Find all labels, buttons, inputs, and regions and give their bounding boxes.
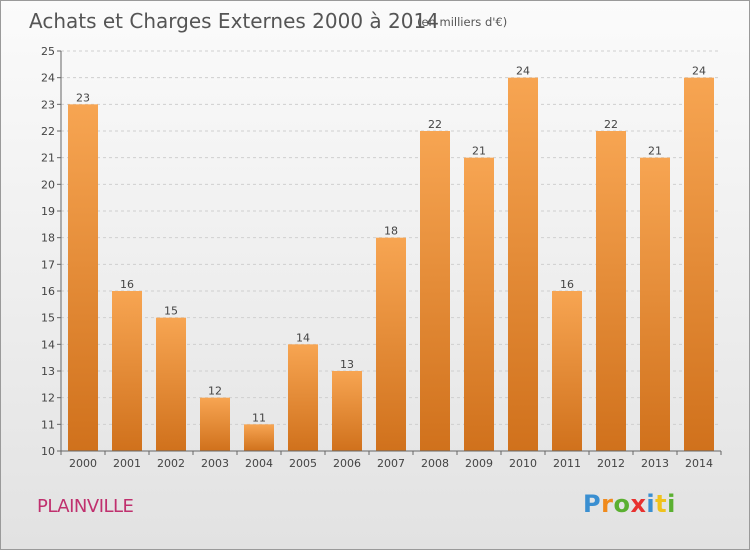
x-axis: 2000 2001 2002 2003 2004 2005 2006 2007 2008 2009… — [60, 450, 722, 470]
y-tick-label: 25 — [41, 45, 55, 58]
data-label: 18 — [384, 225, 398, 238]
data-label: 21 — [472, 145, 486, 158]
logo-letter: o — [613, 490, 631, 518]
data-label: 22 — [604, 118, 618, 131]
bar-2010 — [508, 77, 538, 452]
logo-letter: r — [601, 490, 614, 518]
bar-2012 — [596, 131, 626, 451]
bar-2009 — [464, 157, 494, 451]
y-tick-label: 21 — [41, 152, 55, 165]
y-tick-label: 15 — [41, 312, 55, 325]
bar-2006 — [332, 371, 362, 451]
logo-letter: i — [646, 490, 656, 518]
y-tick-label: 23 — [41, 98, 55, 111]
logo-letter: i — [667, 490, 676, 518]
data-label: 11 — [252, 411, 266, 424]
chart-title: Achats et Charges Externes 2000 à 2014 — [29, 9, 439, 33]
bar-2002 — [156, 317, 186, 451]
bar-2004 — [244, 424, 274, 451]
bar-2005 — [288, 344, 318, 451]
bar-2014 — [684, 77, 714, 452]
y-tick-label: 14 — [41, 338, 55, 351]
data-label: 24 — [692, 65, 706, 78]
x-tick-label: 2007 — [377, 457, 405, 470]
x-tick-label: 2011 — [553, 457, 581, 470]
data-label: 16 — [560, 278, 574, 291]
logo-letter: t — [655, 490, 668, 518]
y-tick-label: 20 — [41, 178, 55, 191]
y-axis: 10 11 12 13 14 15 16 17 18 19 20 21 22 23 24 25 — [41, 45, 62, 458]
data-label: 14 — [296, 331, 310, 344]
data-label: 13 — [340, 358, 354, 371]
bar-2003 — [200, 397, 230, 451]
y-tick-label: 12 — [41, 392, 55, 405]
x-tick-label: 2014 — [685, 457, 713, 470]
data-label: 23 — [76, 91, 90, 104]
y-tick-label: 24 — [41, 72, 55, 85]
x-tick-label: 2006 — [333, 457, 361, 470]
logo-letter: P — [583, 490, 602, 518]
data-label: 22 — [428, 118, 442, 131]
x-tick-label: 2003 — [201, 457, 229, 470]
y-tick-label: 11 — [41, 418, 55, 431]
y-tick-label: 16 — [41, 285, 55, 298]
data-label: 24 — [516, 65, 530, 78]
bars: 23 16 15 12 11 14 13 18 22 21 24 16 22 21 24 — [68, 65, 714, 452]
y-tick-label: 19 — [41, 205, 55, 218]
data-label: 12 — [208, 385, 222, 398]
bar-2007 — [376, 237, 406, 451]
bar-2013 — [640, 157, 670, 451]
bar-2000 — [68, 104, 98, 451]
y-tick-label: 10 — [41, 445, 55, 458]
x-tick-label: 2008 — [421, 457, 449, 470]
x-tick-label: 2012 — [597, 457, 625, 470]
y-tick-label: 22 — [41, 125, 55, 138]
bar-2008 — [420, 131, 450, 451]
bar-2001 — [112, 291, 142, 451]
x-tick-label: 2002 — [157, 457, 185, 470]
x-tick-label: 2000 — [69, 457, 97, 470]
y-tick-label: 17 — [41, 258, 55, 271]
logo-letter: x — [630, 490, 647, 518]
y-tick-label: 18 — [41, 232, 55, 245]
x-tick-label: 2010 — [509, 457, 537, 470]
location-label: PLAINVILLE — [37, 496, 134, 517]
proxiti-logo: Proxiti — [583, 490, 676, 518]
x-tick-label: 2001 — [113, 457, 141, 470]
y-tick-label: 13 — [41, 365, 55, 378]
bar-2011 — [552, 291, 582, 451]
x-tick-label: 2009 — [465, 457, 493, 470]
data-label: 15 — [164, 305, 178, 318]
x-tick-label: 2005 — [289, 457, 317, 470]
chart-subtitle: (en milliers d'€) — [417, 15, 508, 29]
data-label: 16 — [120, 278, 134, 291]
data-label: 21 — [648, 145, 662, 158]
x-tick-label: 2004 — [245, 457, 273, 470]
x-tick-label: 2013 — [641, 457, 669, 470]
